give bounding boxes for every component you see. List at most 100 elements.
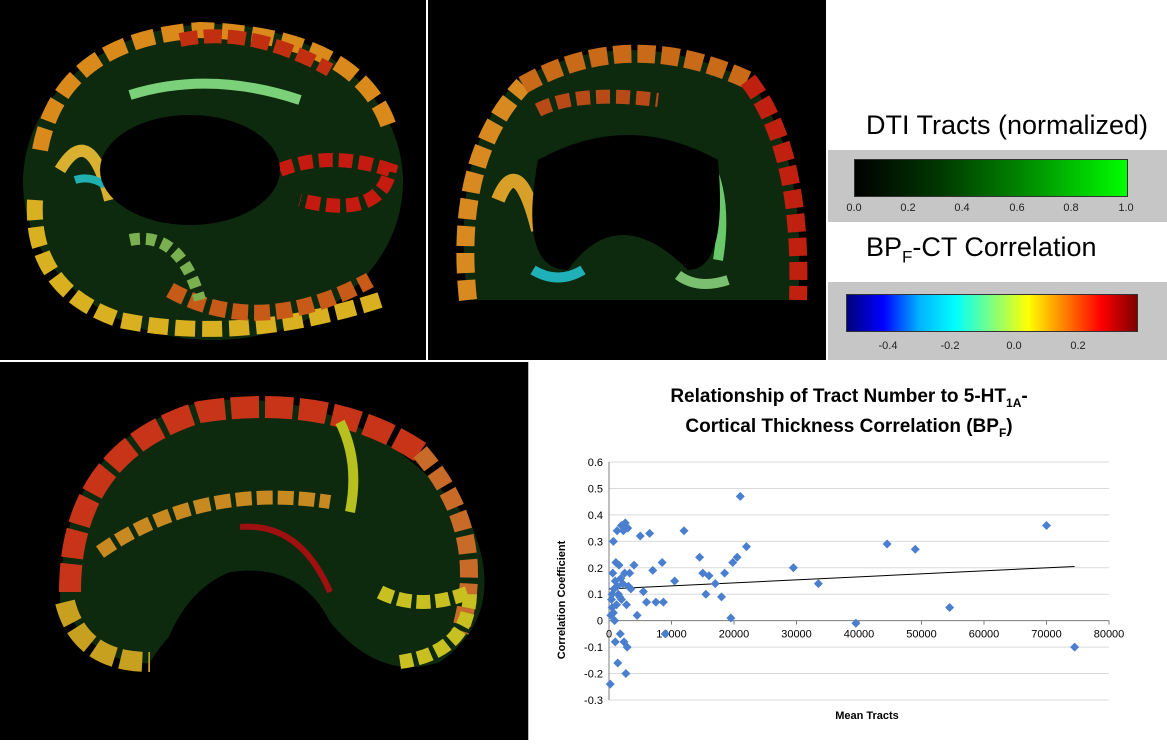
data-point (910, 544, 920, 554)
scatter-chart: Relationship of Tract Number to 5-HT1A- … (556, 386, 1124, 722)
data-point (704, 571, 714, 581)
chart-axes (608, 462, 1110, 700)
data-point (813, 579, 823, 589)
data-point (642, 597, 651, 607)
chart-title-line2: Cortical Thickness Correlation (BPF) (685, 416, 1012, 440)
x-tick-label: 70000 (1031, 629, 1062, 641)
data-point (1070, 642, 1080, 652)
y-tick-label: 0.2 (588, 563, 603, 575)
data-point (621, 669, 631, 679)
y-tick-label: -0.1 (584, 642, 603, 654)
dti-tick: 0.6 (1009, 202, 1025, 214)
data-point (638, 587, 648, 597)
chart-title-line2-text: Cortical Thickness Correlation (BP (685, 416, 999, 437)
data-point (607, 595, 616, 605)
data-point (645, 528, 655, 538)
chart-x-axis-label: Mean Tracts (835, 710, 899, 722)
chart-title-line1: Relationship of Tract Number to 5-HT1A- (670, 386, 1027, 410)
x-tick-label: 20000 (719, 629, 750, 641)
dti-colorbar (854, 159, 1128, 197)
x-tick-label: 50000 (906, 629, 937, 641)
data-point (610, 616, 620, 626)
data-point (608, 568, 618, 578)
trendline (608, 565, 1075, 590)
dti-tick: 0.0 (846, 202, 862, 214)
y-tick-label: 0.3 (588, 536, 603, 548)
brain-coronal-drawing (456, 44, 808, 301)
data-point (622, 642, 632, 652)
scatter-chart-panel: Relationship of Tract Number to 5-HT1A- … (528, 362, 1167, 740)
data-point (660, 629, 670, 639)
data-point (614, 560, 624, 570)
data-point (612, 526, 622, 536)
data-point (720, 568, 730, 578)
chart-title-line1-end: - (1021, 386, 1027, 407)
dti-colorbar-box: 0.0 0.2 0.4 0.6 0.8 1.0 (828, 150, 1167, 222)
x-tick-label: 0 (606, 629, 612, 641)
data-point (608, 608, 618, 618)
data-point (945, 602, 955, 612)
chart-trendline-group (608, 565, 1075, 590)
data-point (612, 581, 622, 591)
bp-tick: 0.0 (1006, 340, 1022, 352)
x-tick-label: 40000 (844, 629, 875, 641)
data-point (605, 679, 615, 689)
data-point (629, 560, 639, 570)
brain-sagittal-drawing (55, 396, 485, 682)
chart-y-axis-label: Correlation Coefficient (556, 540, 568, 659)
y-tick-label: 0.6 (588, 457, 603, 469)
data-point (788, 563, 798, 573)
data-point (612, 600, 621, 610)
chart-points (605, 491, 1080, 689)
bp-colorbar (846, 294, 1138, 332)
data-point (635, 531, 645, 541)
y-tick-label: -0.3 (584, 695, 603, 707)
brain-sagittal-image (0, 362, 528, 740)
y-tick-label: 0 (597, 616, 603, 628)
data-point (657, 557, 667, 567)
data-point (726, 613, 736, 623)
chart-y-ticks: -0.3 -0.2 -0.1 0 0.1 0.2 0.3 0.4 0.5 0.6 (584, 457, 603, 707)
data-point (679, 526, 689, 536)
data-point (615, 629, 625, 639)
data-point (632, 610, 642, 620)
x-tick-label: 10000 (656, 629, 687, 641)
data-point (610, 637, 620, 647)
x-tick-label: 30000 (781, 629, 812, 641)
data-point (613, 658, 623, 668)
dti-tick: 0.8 (1063, 202, 1079, 214)
chart-title-line2-sub: F (999, 426, 1006, 440)
data-point (625, 568, 635, 578)
data-point (619, 637, 629, 647)
bp-tick: 0.2 (1070, 340, 1086, 352)
dti-tick: 0.4 (954, 202, 970, 214)
data-point (851, 618, 861, 628)
data-point (616, 573, 626, 583)
data-point (670, 576, 680, 586)
bp-colorbar-box: -0.4 -0.2 0.0 0.2 (828, 282, 1167, 360)
data-point (651, 597, 661, 607)
bp-title-rest: -CT Correlation (912, 232, 1097, 262)
chart-gridlines (609, 461, 1109, 701)
data-point (717, 592, 726, 602)
chart-title-line2-end: ) (1006, 416, 1012, 437)
chart-x-ticks: 0 10000 20000 30000 40000 50000 60000 70000 8000… (606, 629, 1124, 641)
bp-title-main: BP (866, 232, 903, 262)
data-point (608, 536, 618, 546)
data-point (626, 584, 636, 594)
dti-tick: 1.0 (1118, 202, 1134, 214)
chart-title-line1-sub: 1A (1006, 396, 1022, 410)
data-point (695, 552, 705, 562)
data-point (710, 579, 720, 589)
data-point (620, 568, 630, 578)
y-tick-label: -0.2 (584, 669, 603, 681)
data-point (648, 565, 658, 575)
bp-tick: -0.4 (878, 340, 898, 352)
brain-axial-drawing (23, 21, 403, 340)
data-point (732, 552, 742, 562)
bp-legend-title: BPF-CT Correlation (866, 232, 1096, 267)
y-tick-label: 0.1 (588, 589, 603, 601)
data-point (882, 539, 892, 549)
data-point (658, 597, 668, 607)
data-point (1042, 520, 1051, 530)
